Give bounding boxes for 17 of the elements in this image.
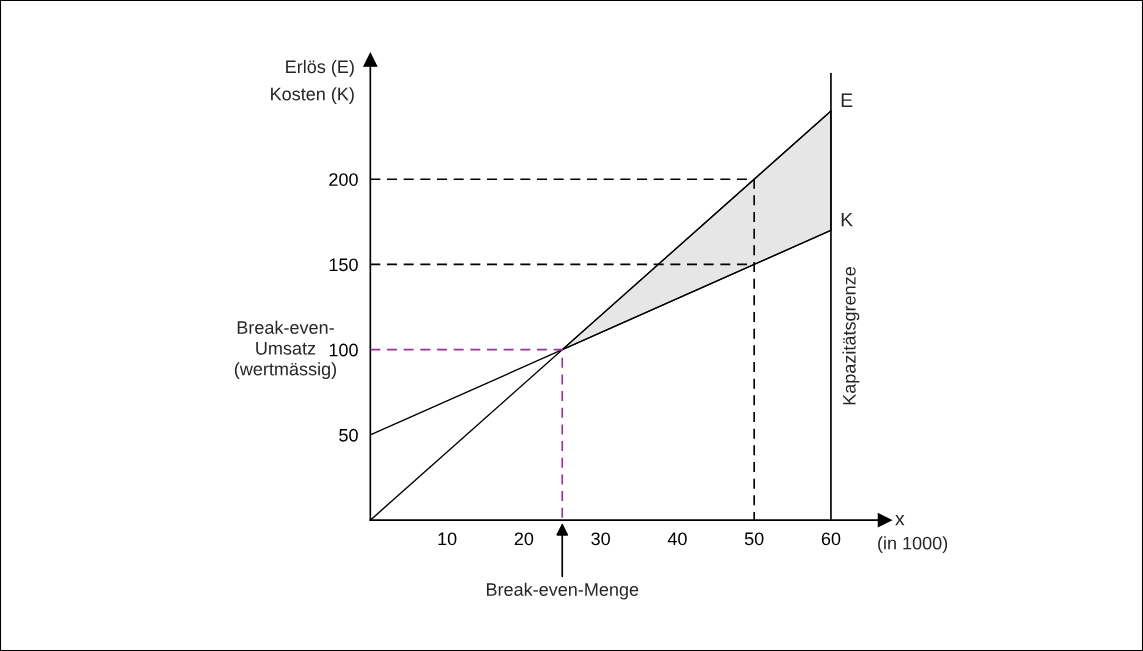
x-tick-label: 30 [591,532,610,546]
y-tick-label: 100 [329,343,358,357]
y-tick-label: 150 [329,258,358,272]
x-tick-label: 10 [438,532,457,546]
y-axis-title: Erlös (E) Kosten (K) [271,59,354,105]
text: (in 1000) [878,536,948,554]
series-label: K [841,212,853,227]
series-label: E [841,93,853,107]
x-tick-label: 50 [744,532,764,546]
x-axis-title: x [895,514,905,526]
ref-line-label: Kapazitätsgrenze [842,267,860,405]
annotation: Break-even-Menge [486,582,639,600]
x-tick-label: 60 [821,532,841,546]
y-tick-label: 200 [329,173,358,186]
y-tick-label: 50 [339,428,358,442]
x-tick-label: 20 [514,532,534,546]
x-tick-label: 40 [667,532,687,546]
